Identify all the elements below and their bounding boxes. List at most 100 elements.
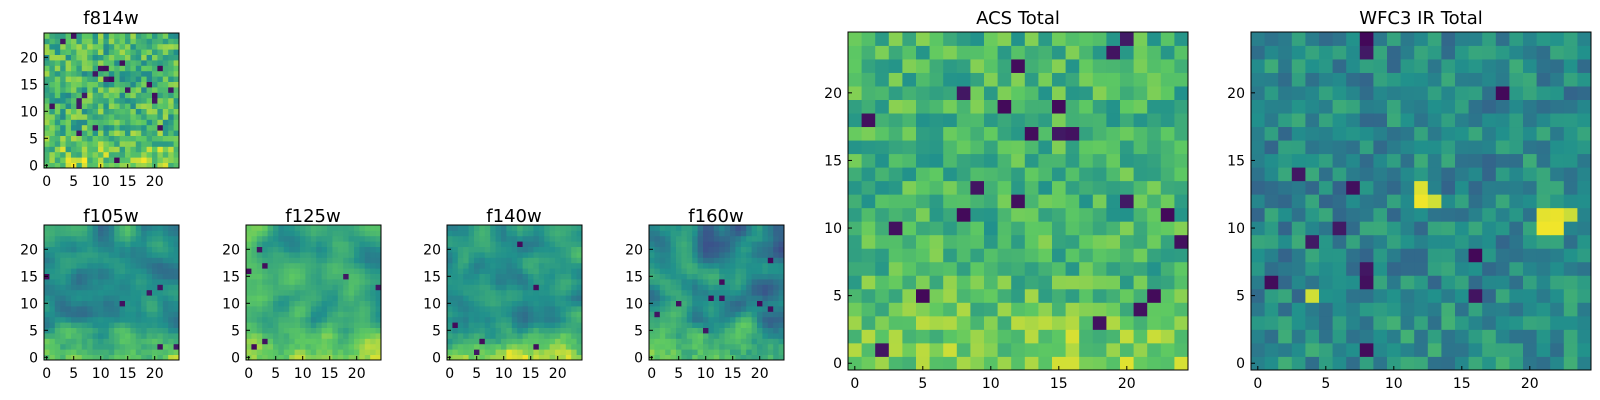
heatmap-cell-wfc3-ir-total: [1251, 316, 1265, 330]
heatmap-cell-f160w: [698, 230, 704, 236]
heatmap-cell-f125w: [343, 328, 349, 334]
heatmap-cell-f140w: [463, 311, 469, 317]
heatmap-cell-f125w: [278, 252, 284, 258]
heatmap-cell-f125w: [327, 274, 333, 280]
heatmap-cell-f105w: [98, 333, 104, 339]
heatmap-cell-acs-total: [1120, 194, 1134, 208]
heatmap-cell-f814w: [71, 38, 77, 44]
heatmap-cell-f125w: [365, 230, 371, 236]
heatmap-cell-f125w: [289, 236, 295, 242]
heatmap-cell-acs-total: [930, 113, 944, 127]
heatmap-cell-f160w: [768, 290, 774, 296]
panel-title-f140w: f140w: [486, 206, 541, 227]
heatmap-cell-f125w: [354, 236, 360, 242]
heatmap-cell-acs-total: [1161, 329, 1175, 343]
heatmap-cell-acs-total: [1106, 343, 1120, 357]
heatmap-cell-f160w: [719, 284, 725, 290]
heatmap-cell-f140w: [517, 247, 523, 253]
heatmap-cell-f140w: [560, 306, 566, 312]
heatmap-cell-wfc3-ir-total: [1292, 289, 1306, 303]
heatmap-cell-f814w: [55, 114, 61, 120]
heatmap-cell-f105w: [93, 344, 99, 350]
heatmap-cell-wfc3-ir-total: [1509, 154, 1523, 168]
heatmap-cell-f140w: [571, 301, 577, 307]
heatmap-cell-f160w: [692, 317, 698, 323]
heatmap-cell-wfc3-ir-total: [1550, 154, 1564, 168]
heatmap-cell-wfc3-ir-total: [1414, 302, 1428, 316]
heatmap-cell-f125w: [273, 344, 279, 350]
heatmap-cell-wfc3-ir-total: [1550, 289, 1564, 303]
heatmap-cell-f160w: [735, 263, 741, 269]
heatmap-cell-wfc3-ir-total: [1373, 100, 1387, 114]
heatmap-cell-acs-total: [1011, 140, 1025, 154]
heatmap-cell-f160w: [762, 268, 768, 274]
heatmap-cell-wfc3-ir-total: [1441, 262, 1455, 276]
heatmap-cell-f814w: [114, 49, 120, 55]
heatmap-cell-acs-total: [984, 59, 998, 73]
heatmap-cell-f814w: [103, 136, 109, 142]
heatmap-cell-wfc3-ir-total: [1523, 289, 1537, 303]
heatmap-cell-f814w: [141, 33, 147, 39]
heatmap-cell-wfc3-ir-total: [1482, 140, 1496, 154]
heatmap-cell-f105w: [109, 225, 115, 231]
heatmap-cell-f140w: [496, 241, 502, 247]
heatmap-cell-f160w: [773, 247, 779, 253]
heatmap-cell-f105w: [141, 322, 147, 328]
heatmap-cell-f160w: [746, 290, 752, 296]
heatmap-cell-f125w: [257, 290, 263, 296]
heatmap-cell-f105w: [152, 322, 158, 328]
heatmap-cell-f140w: [544, 252, 550, 258]
heatmap-cell-f814w: [125, 114, 131, 120]
heatmap-cell-acs-total: [1147, 113, 1161, 127]
heatmap-cell-f160w: [773, 333, 779, 339]
heatmap-cell-wfc3-ir-total: [1441, 289, 1455, 303]
heatmap-cell-f125w: [246, 230, 252, 236]
heatmap-cell-f125w: [262, 274, 268, 280]
heatmap-cell-acs-total: [902, 208, 916, 222]
heatmap-cell-f140w: [474, 279, 480, 285]
heatmap-cell-acs-total: [957, 248, 971, 262]
heatmap-cell-f160w: [708, 328, 714, 334]
heatmap-cell-f105w: [76, 225, 82, 231]
heatmap-cell-f160w: [687, 257, 693, 263]
heatmap-cell-f140w: [523, 333, 529, 339]
heatmap-cell-acs-total: [930, 140, 944, 154]
heatmap-cell-f125w: [300, 333, 306, 339]
heatmap-cell-f814w: [55, 157, 61, 163]
heatmap-cell-f160w: [703, 306, 709, 312]
heatmap-cell-f814w: [125, 38, 131, 44]
heatmap-cell-wfc3-ir-total: [1373, 289, 1387, 303]
heatmap-cell-f105w: [136, 284, 142, 290]
heatmap-cell-f814w: [168, 109, 174, 115]
heatmap-cell-wfc3-ir-total: [1496, 356, 1510, 370]
heatmap-cell-f814w: [55, 141, 61, 147]
heatmap-cell-f814w: [130, 87, 136, 93]
heatmap-cell-f140w: [560, 322, 566, 328]
heatmap-cell-f814w: [87, 44, 93, 50]
heatmap-cell-f814w: [82, 60, 88, 66]
heatmap-cell-wfc3-ir-total: [1265, 100, 1279, 114]
heatmap-cell-acs-total: [930, 235, 944, 249]
heatmap-cell-f160w: [714, 279, 720, 285]
heatmap-cell-f160w: [698, 311, 704, 317]
heatmap-cell-acs-total: [957, 208, 971, 222]
heatmap-cell-f125w: [257, 268, 263, 274]
heatmap-cell-f125w: [268, 257, 274, 263]
heatmap-cell-f105w: [120, 230, 126, 236]
heatmap-cell-wfc3-ir-total: [1496, 167, 1510, 181]
heatmap-cell-f814w: [130, 119, 136, 125]
heatmap-cell-f814w: [60, 44, 66, 50]
heatmap-cell-f125w: [365, 311, 371, 317]
heatmap-cell-f125w: [359, 268, 365, 274]
heatmap-cell-f125w: [322, 241, 328, 247]
heatmap-cell-f814w: [125, 136, 131, 142]
heatmap-cell-f160w: [708, 344, 714, 350]
heatmap-cell-f125w: [365, 225, 371, 231]
heatmap-cell-wfc3-ir-total: [1319, 329, 1333, 343]
heatmap-cell-f814w: [44, 65, 50, 71]
heatmap-cell-acs-total: [875, 316, 889, 330]
heatmap-cell-wfc3-ir-total: [1455, 302, 1469, 316]
heatmap-cell-f105w: [136, 328, 142, 334]
heatmap-cell-wfc3-ir-total: [1523, 32, 1537, 46]
x-tick-label-f814w: 5: [69, 174, 78, 190]
